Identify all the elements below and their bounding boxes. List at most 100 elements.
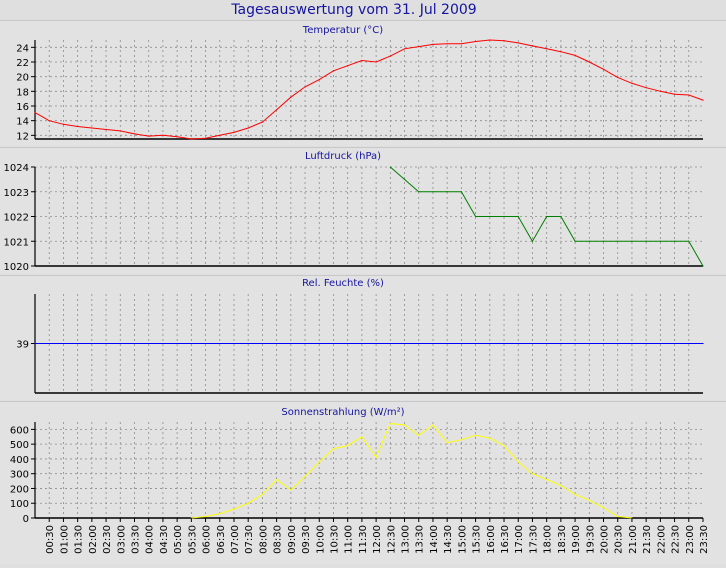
- x-tick-label: 18:00: [543, 525, 554, 554]
- data-point: [489, 39, 491, 41]
- x-tick-label: 10:00: [315, 525, 326, 554]
- data-point: [133, 133, 136, 135]
- data-point: [361, 59, 363, 62]
- y-tick-label: 24: [16, 43, 29, 54]
- x-tick-label: 13:30: [415, 525, 426, 554]
- data-point: [588, 240, 590, 242]
- data-point: [261, 121, 264, 123]
- x-tick-label: 11:30: [358, 525, 369, 554]
- x-tick-label: 03:30: [130, 525, 141, 554]
- x-tick-label: 06:00: [202, 525, 213, 554]
- data-point: [403, 178, 406, 180]
- x-tick-label: 20:30: [614, 525, 625, 554]
- y-tick-label: 1020: [4, 262, 29, 273]
- data-point: [702, 342, 704, 345]
- y-tick-label: 1024: [4, 163, 29, 174]
- data-point: [474, 434, 477, 436]
- x-axis-time-labels: 00:30 01:00 01:30 02:00 02:30 03:00 03:30 04:00…: [45, 518, 710, 554]
- data-point: [34, 112, 36, 114]
- data-point: [233, 508, 235, 510]
- data-point: [389, 422, 391, 425]
- x-tick-label: 17:30: [528, 525, 539, 554]
- x-tick-label: 15:30: [472, 525, 483, 554]
- data-point: [446, 442, 448, 444]
- data-point: [645, 240, 647, 242]
- data-point: [432, 191, 434, 193]
- data-point: [176, 136, 178, 138]
- data-point: [219, 512, 221, 515]
- y-tick-label: 400: [10, 455, 29, 466]
- panel-background: [0, 20, 726, 146]
- data-point: [389, 55, 391, 57]
- data-point: [688, 94, 690, 96]
- x-tick-label: 04:30: [159, 525, 170, 554]
- data-point: [119, 130, 121, 132]
- data-point: [460, 191, 462, 193]
- data-point: [389, 166, 391, 168]
- data-point: [702, 265, 704, 267]
- series-line: [34, 39, 704, 140]
- data-point: [546, 479, 548, 481]
- x-tick-label: 01:30: [74, 525, 85, 554]
- y-tick-label: 39: [16, 340, 29, 351]
- x-tick-label: 05:30: [187, 525, 198, 554]
- data-point: [62, 123, 65, 125]
- y-tick-label: 1022: [4, 213, 29, 224]
- data-point: [290, 489, 292, 491]
- data-point: [332, 447, 335, 450]
- data-point: [204, 515, 207, 518]
- x-tick-label: 23:00: [685, 525, 696, 554]
- data-point: [688, 240, 690, 242]
- data-point: [375, 456, 377, 459]
- data-point: [574, 54, 576, 57]
- x-tick-label: 15:00: [457, 525, 468, 554]
- y-tick-label: 300: [10, 470, 29, 481]
- data-point: [617, 515, 619, 518]
- panel-background: [0, 147, 726, 274]
- data-point: [34, 342, 36, 345]
- data-point: [531, 240, 534, 242]
- y-tick-label: 22: [16, 58, 29, 69]
- x-tick-label: 23:30: [699, 525, 710, 554]
- data-point: [190, 138, 192, 140]
- data-point: [304, 86, 306, 88]
- data-point: [48, 120, 50, 122]
- y-tick-label: 1021: [4, 237, 29, 248]
- data-point: [460, 439, 462, 441]
- data-point: [503, 215, 505, 218]
- data-point: [204, 137, 207, 139]
- data-point: [474, 215, 477, 218]
- chart-title: Sonnenstrahlung (W/m²): [281, 407, 404, 418]
- x-tick-label: 07:30: [244, 525, 255, 554]
- x-tick-label: 19:00: [571, 525, 582, 554]
- x-tick-label: 09:00: [287, 525, 298, 554]
- data-point: [645, 87, 647, 89]
- x-tick-label: 01:00: [59, 525, 70, 554]
- x-tick-label: 02:00: [88, 525, 99, 554]
- data-point: [503, 40, 505, 42]
- y-tick-label: 100: [10, 499, 29, 510]
- y-tick-label: 14: [16, 117, 29, 128]
- data-point: [560, 484, 562, 487]
- data-point: [347, 65, 349, 67]
- data-point: [546, 48, 548, 50]
- data-point: [77, 125, 79, 128]
- data-point: [659, 240, 661, 242]
- data-point: [531, 473, 534, 475]
- data-point: [318, 79, 320, 81]
- data-point: [261, 493, 264, 495]
- y-tick-label: 20: [16, 73, 29, 84]
- x-tick-label: 04:00: [145, 525, 156, 554]
- x-tick-label: 05:00: [173, 525, 184, 554]
- chart-title: Temperatur (°C): [302, 25, 383, 36]
- data-point: [560, 51, 562, 53]
- panel-background: [0, 401, 726, 564]
- x-tick-label: 03:00: [116, 525, 127, 554]
- x-tick-label: 02:30: [102, 525, 113, 554]
- data-point: [403, 424, 406, 426]
- data-point: [403, 48, 406, 50]
- data-point: [602, 68, 605, 70]
- data-point: [446, 43, 448, 45]
- chart-panel-2: Luftdruck (hPa) 1020 1021 1022 1023 1024: [4, 151, 704, 273]
